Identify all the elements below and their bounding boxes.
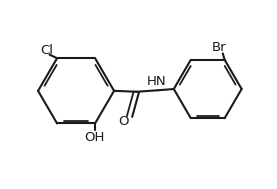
Text: Br: Br (212, 41, 227, 53)
Text: O: O (118, 115, 129, 128)
Text: OH: OH (84, 131, 105, 144)
Text: HN: HN (147, 75, 166, 88)
Text: Cl: Cl (40, 44, 53, 57)
